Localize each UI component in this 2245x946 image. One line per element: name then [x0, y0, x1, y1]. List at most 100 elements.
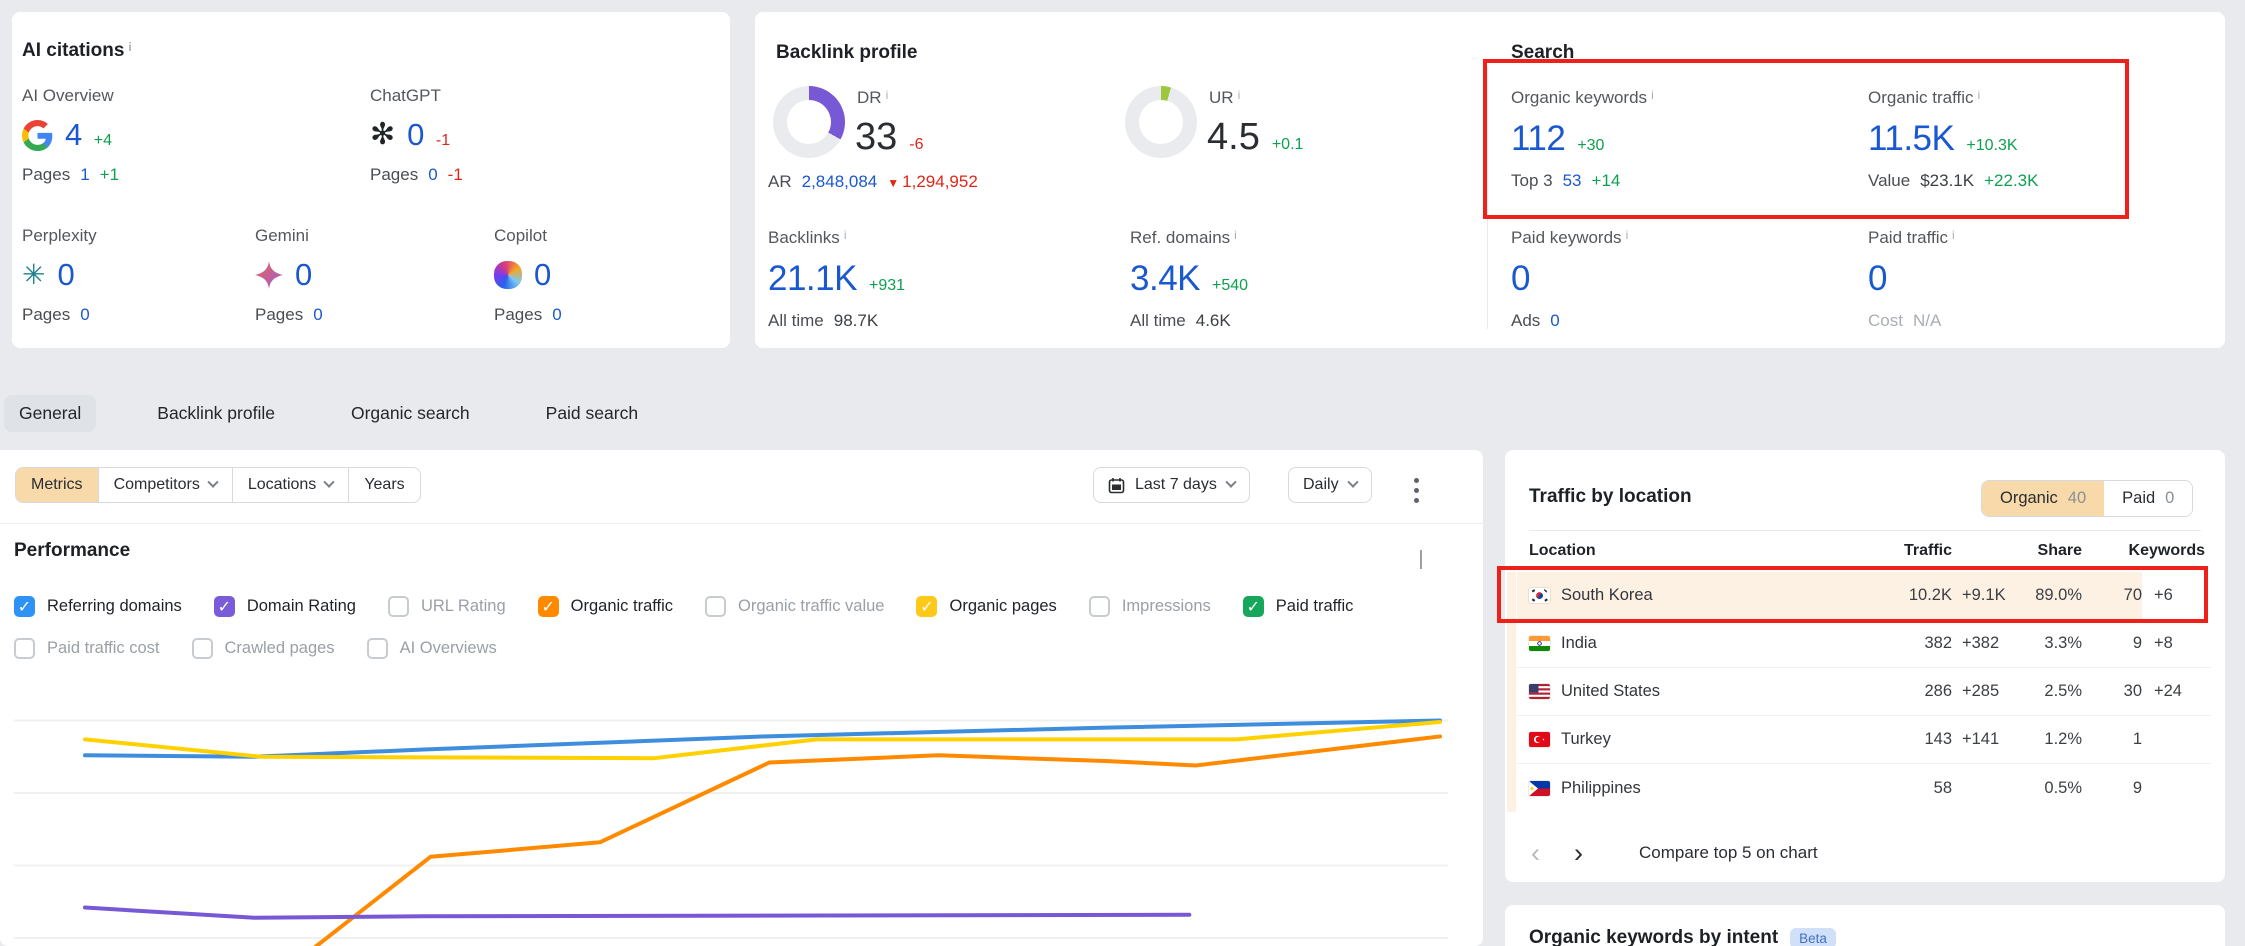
filter-segmented-control: Metrics Competitors Locations Years [15, 467, 421, 503]
stat-chatgpt: ChatGPT ✻ 0 -1 Pages 0 -1 [370, 86, 463, 184]
checkbox-crawled-pages[interactable]: Crawled pages [191, 638, 335, 659]
table-row-india[interactable]: India 382 +382 3.3% 9 +8 [1517, 620, 2211, 668]
tab-paid-search[interactable]: Paid search [545, 402, 639, 423]
info-icon[interactable]: i [843, 228, 847, 242]
stat-value[interactable]: 3.4K [1130, 259, 1201, 298]
more-options-icon[interactable] [1410, 474, 1423, 507]
dr-value: 33 [855, 116, 898, 158]
column-header-share: Share [2037, 542, 2082, 559]
flag-philippines-icon [1529, 780, 1550, 796]
keywords-value[interactable]: 9 [2132, 634, 2142, 652]
share-value: 2.5% [2044, 682, 2082, 700]
row-accent-strip [1507, 572, 1516, 812]
keywords-by-intent-title: Organic keywords by intent [1529, 927, 1779, 946]
tab-general[interactable]: General [4, 394, 97, 432]
google-icon [22, 119, 53, 151]
toggle-organic[interactable]: Organic 40 [1982, 481, 2105, 516]
checkbox-icon [537, 596, 559, 617]
traffic-delta: +9.1K [1962, 586, 2006, 604]
checkbox-organic-pages[interactable]: Organic pages [916, 596, 1057, 617]
checkbox-domain-rating[interactable]: Domain Rating [213, 596, 356, 617]
share-value: 3.3% [2044, 634, 2082, 652]
checkbox-organic-traffic[interactable]: Organic traffic [537, 596, 673, 617]
share-value: 89.0% [2035, 586, 2082, 604]
ur-label: UR i [1209, 88, 1241, 107]
info-icon[interactable]: i [1625, 228, 1629, 242]
report-tabs: General Backlink profile Organic search … [4, 394, 653, 432]
info-icon[interactable]: i [1977, 88, 1981, 102]
flag-turkey-icon [1529, 732, 1550, 747]
checkbox-url-rating[interactable]: URL Rating [387, 596, 506, 617]
checkbox-icon [14, 638, 35, 659]
table-row-turkey[interactable]: Turkey 143 +141 1.2% 1 [1517, 716, 2211, 764]
segment-metrics[interactable]: Metrics [16, 468, 99, 502]
section-divider [1487, 67, 1488, 329]
traffic-by-location-card: Traffic by location Organic 40 Paid 0 Loca… [1505, 450, 2225, 882]
stat-value[interactable]: 0 [1868, 259, 1887, 298]
checkbox-icon [213, 596, 235, 617]
traffic-value: 58 [1933, 778, 1952, 797]
chart-line-referring-domains [83, 718, 1442, 759]
ai-citations-card: AI citations i AI Overview 4 +4 Pages 1 +1 … [12, 12, 730, 348]
table-row-south-korea[interactable]: South Korea 10.2K +9.1K 89.0% 70 +6 [1517, 572, 2211, 620]
info-icon[interactable]: i [1651, 88, 1654, 102]
info-icon[interactable]: i [885, 88, 889, 102]
flag-south-korea-icon [1529, 588, 1550, 603]
granularity-button[interactable]: Daily [1288, 467, 1372, 503]
stat-paid-keywords: Paid keywords i 0 Ads 0 [1511, 228, 1629, 330]
share-value: 0.5% [2044, 778, 2082, 797]
stat-value[interactable]: 112 [1511, 119, 1566, 158]
search-title: Search [1511, 42, 1575, 63]
pager-prev-icon[interactable]: ‹ [1531, 838, 1540, 868]
segment-competitors[interactable]: Competitors [99, 468, 233, 502]
share-value: 1.2% [2044, 730, 2082, 748]
checkbox-impressions[interactable]: Impressions [1088, 596, 1211, 617]
checkbox-organic-traffic-value[interactable]: Organic traffic value [705, 596, 884, 617]
perplexity-icon: ✳ [22, 259, 46, 290]
pager-next-icon[interactable]: › [1574, 838, 1583, 868]
toggle-paid[interactable]: Paid 0 [2104, 481, 2193, 516]
stat-value[interactable]: 0 [1511, 259, 1530, 298]
tab-backlink-profile[interactable]: Backlink profile [157, 402, 275, 423]
compare-top5-link[interactable]: Compare top 5 on chart [1639, 843, 1818, 862]
info-icon[interactable]: i [1237, 88, 1241, 102]
checkbox-paid-traffic-cost[interactable]: Paid traffic cost [14, 638, 160, 659]
checkbox-icon [14, 596, 35, 617]
chart-line-organic-traffic [313, 734, 1442, 946]
tab-organic-search[interactable]: Organic search [350, 402, 470, 423]
stat-copilot: Copilot 0 Pages 0 [494, 226, 562, 324]
stat-value[interactable]: 21.1K [768, 259, 857, 298]
checkbox-icon [1088, 596, 1110, 617]
info-icon[interactable]: i [1234, 228, 1237, 242]
checkbox-ai-overviews[interactable]: AI Overviews [366, 638, 497, 659]
traffic-value: 286 [1924, 682, 1952, 700]
table-row-philippines[interactable]: Philippines 58 0.5% 9 [1517, 764, 2211, 812]
info-icon[interactable]: i [1952, 228, 1955, 242]
checkbox-referring-domains[interactable]: Referring domains [14, 596, 182, 617]
dr-label: DR i [857, 88, 889, 107]
checkbox-icon [387, 596, 409, 617]
date-range-button[interactable]: Last 7 days [1093, 467, 1250, 503]
stat-delta: -1 [435, 132, 451, 149]
keywords-value[interactable]: 30 [2123, 682, 2142, 700]
stat-value: 0 [407, 117, 424, 152]
keywords-value[interactable]: 9 [2132, 778, 2142, 797]
stat-value[interactable]: 11.5K [1868, 119, 1955, 158]
collapse-chevron-icon[interactable] [1420, 550, 1422, 569]
keywords-value[interactable]: 70 [2123, 586, 2142, 604]
checkbox-paid-traffic[interactable]: Paid traffic [1242, 596, 1353, 617]
segment-years[interactable]: Years [364, 476, 405, 493]
keywords-value[interactable]: 1 [2132, 730, 2142, 748]
traffic-value: 10.2K [1908, 586, 1952, 604]
ai-citations-title: AI citations i [22, 40, 132, 61]
backlink-profile-title: Backlink profile [776, 42, 918, 63]
segment-locations[interactable]: Locations [233, 468, 350, 502]
info-icon[interactable]: i [128, 40, 132, 54]
calendar-icon [1108, 477, 1125, 493]
traffic-by-location-title: Traffic by location [1529, 486, 1692, 507]
stat-ref-domains: Ref. domains i 3.4K +540 All time 4.6K [1130, 228, 1249, 330]
metric-checkbox-row: Referring domains Domain Rating URL Rati… [14, 596, 1353, 617]
table-row-united-states[interactable]: United States 286 +285 2.5% 30 +24 [1517, 668, 2211, 716]
stat-organic-keywords: Organic keywords i 112 +30 Top 3 53 +14 [1511, 88, 1654, 190]
stat-value: 0 [57, 257, 75, 292]
